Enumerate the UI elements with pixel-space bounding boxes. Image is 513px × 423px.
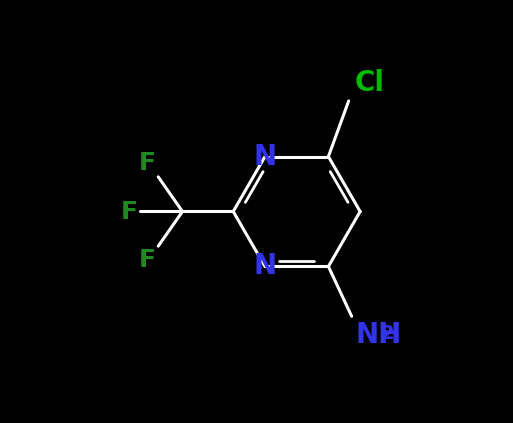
Text: NH: NH xyxy=(355,321,401,349)
Text: F: F xyxy=(139,248,156,272)
Text: N: N xyxy=(253,143,277,170)
Text: 2: 2 xyxy=(381,324,394,343)
Text: F: F xyxy=(139,151,156,175)
Text: F: F xyxy=(121,200,138,223)
Text: Cl: Cl xyxy=(355,69,385,97)
Text: N: N xyxy=(253,253,277,280)
